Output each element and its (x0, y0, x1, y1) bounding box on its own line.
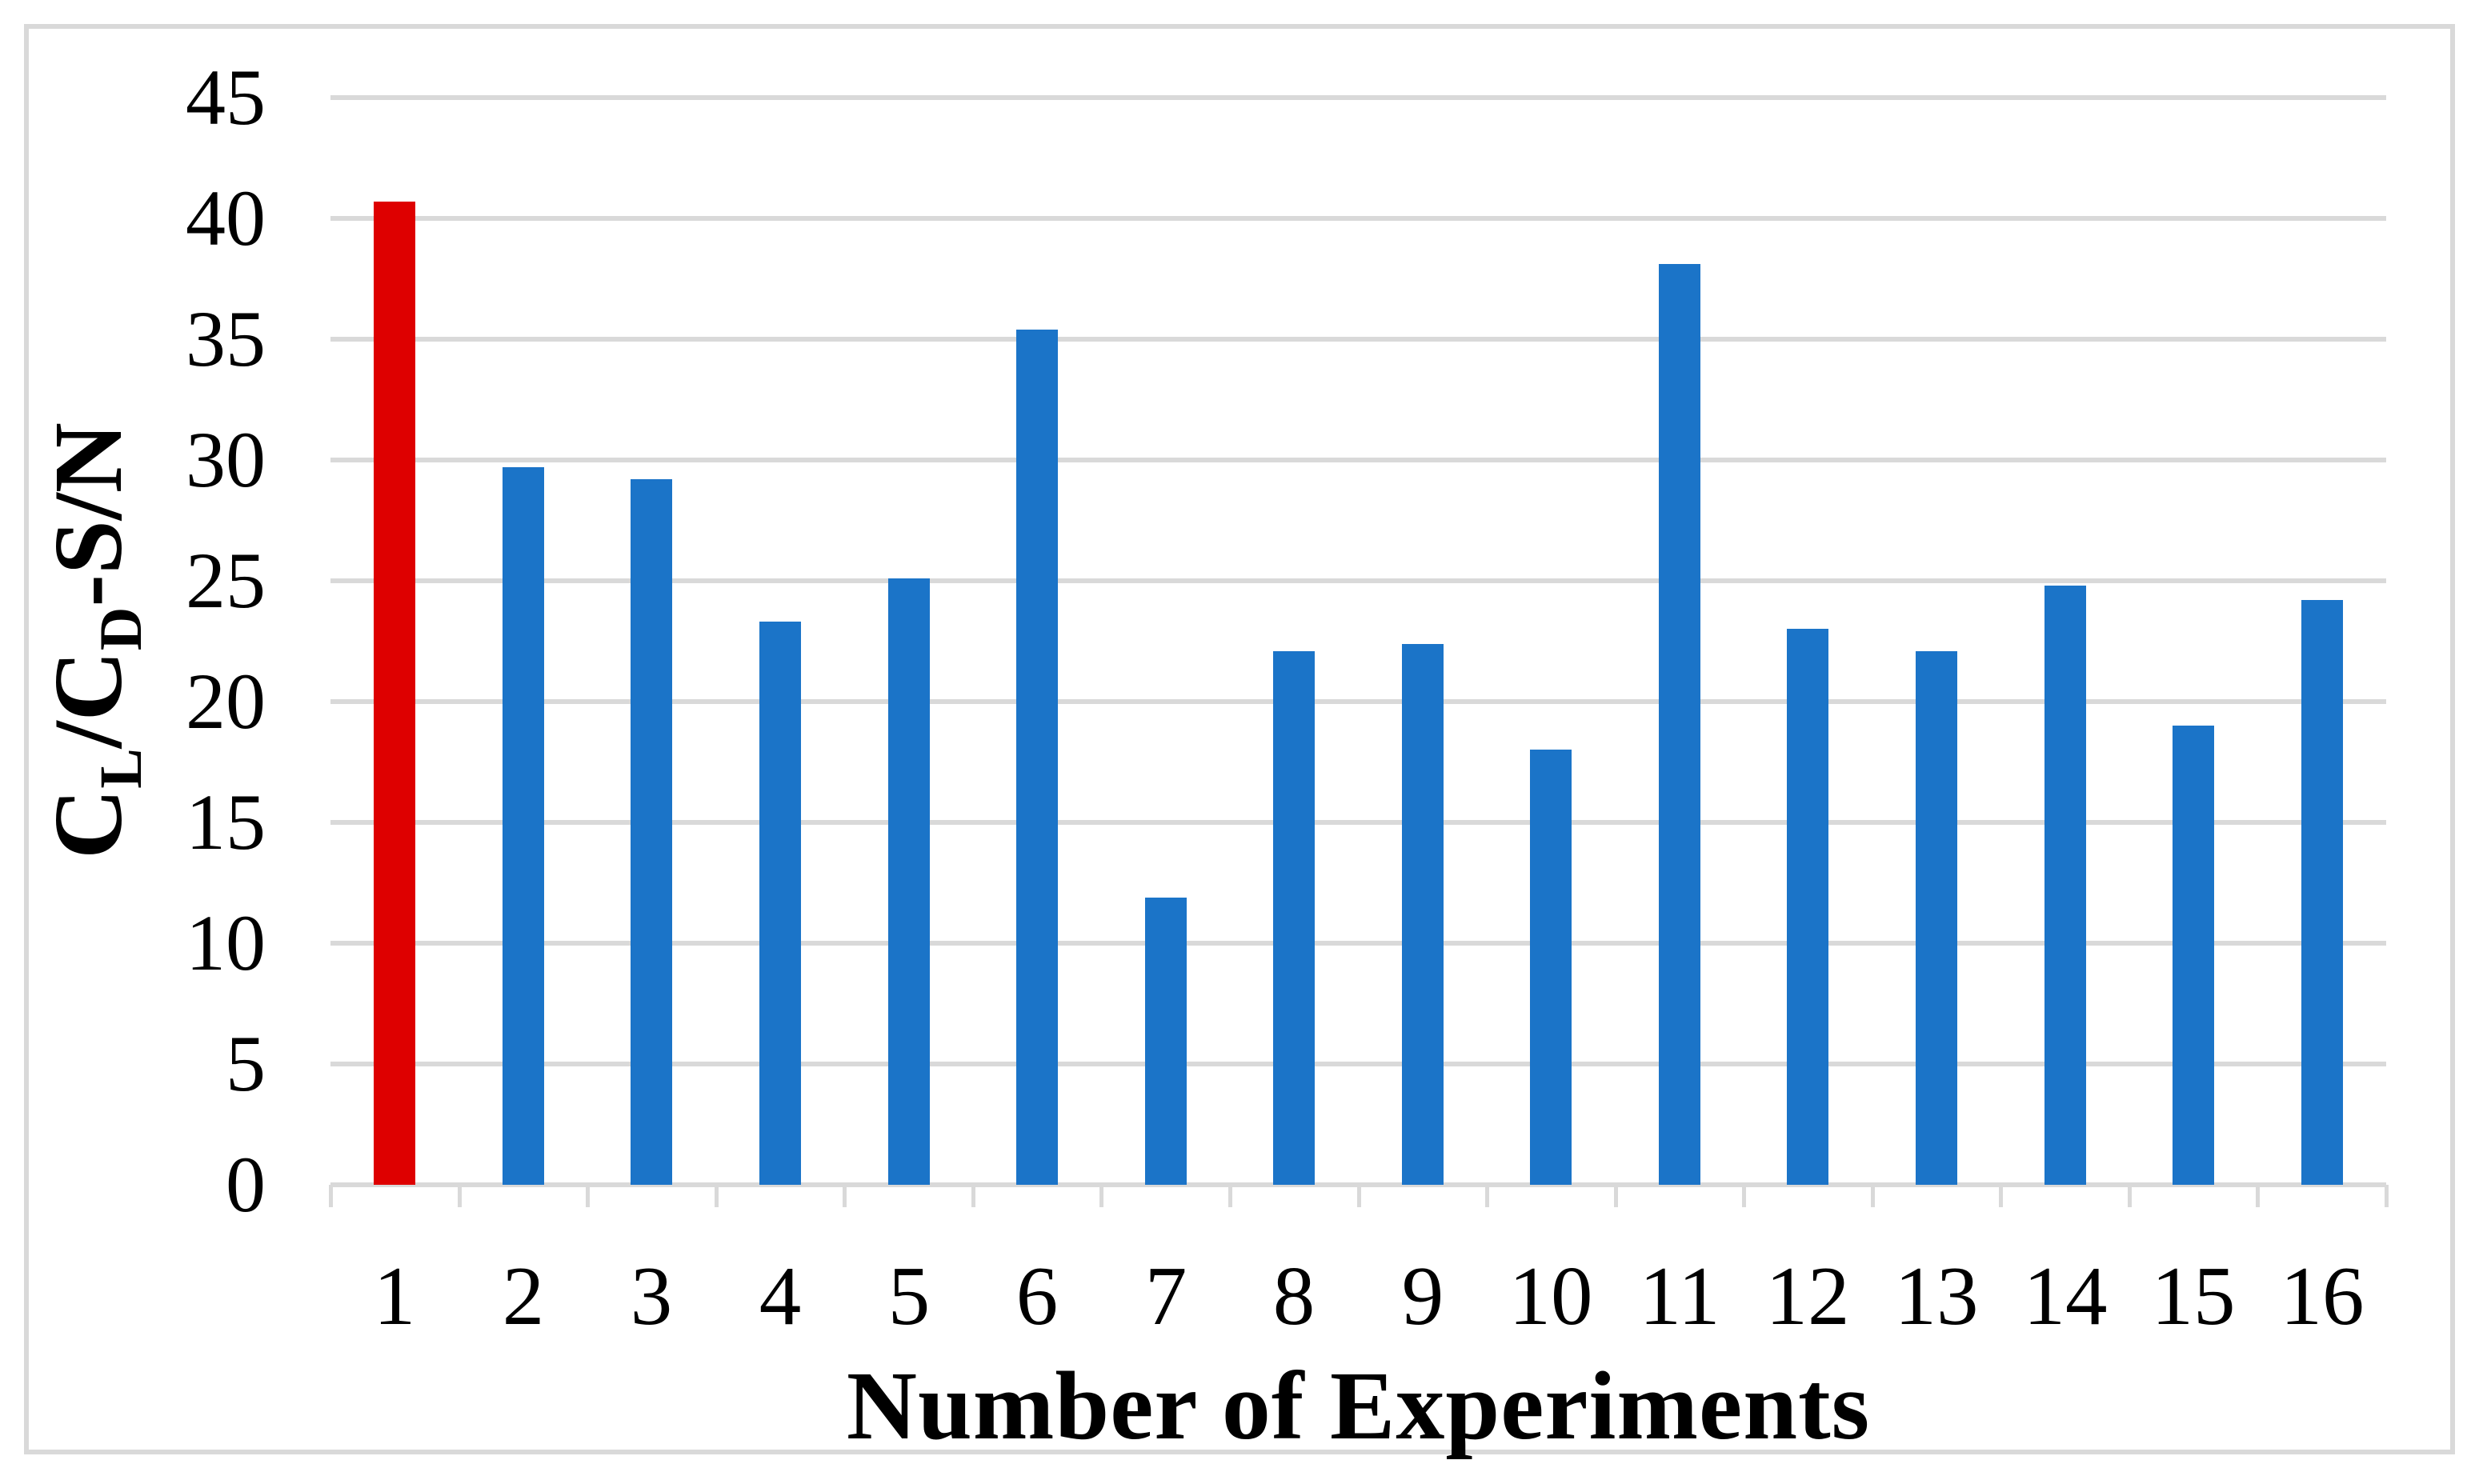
gridline-y-30 (330, 458, 2386, 462)
gridline-y-45 (330, 95, 2386, 100)
bar-experiment-6 (1016, 330, 1058, 1185)
x-axis-tick-0 (329, 1185, 333, 1207)
y-axis-title-base1: C (34, 788, 142, 859)
bar-experiment-7 (1145, 898, 1187, 1185)
x-tick-label-4: 4 (759, 1249, 802, 1342)
x-tick-label-10: 10 (1508, 1249, 1593, 1342)
x-axis-tick-13 (1999, 1185, 2003, 1207)
x-axis-tick-9 (1485, 1185, 1489, 1207)
x-axis-tick-4 (843, 1185, 847, 1207)
x-axis-tick-5 (971, 1185, 975, 1207)
y-axis-title-sub-D2: D (88, 606, 155, 651)
bar-experiment-3 (631, 479, 672, 1185)
x-tick-label-14: 14 (2023, 1249, 2108, 1342)
x-tick-label-13: 13 (1894, 1249, 1979, 1342)
y-tick-label-10: 10 (186, 898, 266, 987)
y-axis-title-tail: -S/N (34, 422, 142, 607)
x-axis-tick-6 (1099, 1185, 1103, 1207)
x-axis-tick-3 (715, 1185, 719, 1207)
y-axis-title-sub-L: L (88, 748, 155, 789)
y-axis-title-mid: /C (34, 650, 142, 749)
x-tick-label-5: 5 (887, 1249, 931, 1342)
y-tick-label-30: 30 (186, 415, 266, 504)
bar-experiment-15 (2173, 726, 2214, 1185)
y-tick-label-45: 45 (186, 53, 266, 142)
x-tick-label-1: 1 (373, 1249, 416, 1342)
x-tick-label-11: 11 (1639, 1249, 1720, 1342)
bar-experiment-4 (759, 622, 801, 1185)
x-axis-tick-2 (586, 1185, 590, 1207)
x-tick-label-8: 8 (1272, 1249, 1316, 1342)
x-axis-tick-11 (1742, 1185, 1746, 1207)
x-axis-title: Number of Experiments (846, 1352, 1871, 1460)
y-tick-label-20: 20 (186, 657, 266, 746)
bar-experiment-5 (888, 578, 930, 1185)
bar-experiment-16 (2301, 600, 2343, 1185)
gridline-y-35 (330, 337, 2386, 342)
bar-experiment-12 (1787, 629, 1828, 1185)
bar-experiment-13 (1916, 651, 1957, 1185)
y-tick-label-5: 5 (226, 1019, 266, 1108)
x-tick-label-6: 6 (1015, 1249, 1059, 1342)
bar-experiment-10 (1530, 750, 1572, 1185)
x-axis-tick-16 (2385, 1185, 2389, 1207)
gridline-y-10 (330, 941, 2386, 946)
gridline-y-25 (330, 578, 2386, 583)
gridline-y-15 (330, 820, 2386, 825)
y-tick-label-15: 15 (186, 778, 266, 866)
x-axis-tick-12 (1871, 1185, 1875, 1207)
y-tick-label-0: 0 (226, 1140, 266, 1229)
x-tick-label-15: 15 (2151, 1249, 2236, 1342)
bar-experiment-9 (1402, 644, 1444, 1185)
y-axis-title: CL/CD-S/N (33, 422, 156, 859)
bar-experiment-11 (1659, 264, 1700, 1185)
x-axis-tick-1 (458, 1185, 462, 1207)
plot-area (330, 95, 2386, 1187)
x-axis-tick-7 (1228, 1185, 1232, 1207)
bar-experiment-1 (374, 202, 415, 1185)
x-axis-tick-10 (1614, 1185, 1618, 1207)
x-tick-label-7: 7 (1144, 1249, 1187, 1342)
bar-experiment-8 (1273, 651, 1315, 1185)
bar-experiment-14 (2044, 586, 2086, 1185)
y-tick-label-35: 35 (186, 294, 266, 383)
bar-experiment-2 (503, 467, 544, 1185)
x-axis-tick-8 (1357, 1185, 1361, 1207)
x-axis-tick-15 (2256, 1185, 2260, 1207)
x-tick-label-3: 3 (630, 1249, 673, 1342)
x-tick-label-16: 16 (2280, 1249, 2365, 1342)
x-tick-label-9: 9 (1401, 1249, 1444, 1342)
y-tick-label-25: 25 (186, 536, 266, 625)
gridline-y-5 (330, 1062, 2386, 1066)
gridline-y-20 (330, 699, 2386, 704)
x-tick-label-12: 12 (1765, 1249, 1850, 1342)
gridline-y-40 (330, 216, 2386, 221)
y-tick-label-40: 40 (186, 174, 266, 262)
figure-border (24, 24, 2455, 1454)
x-tick-label-2: 2 (502, 1249, 545, 1342)
x-axis-tick-14 (2128, 1185, 2132, 1207)
